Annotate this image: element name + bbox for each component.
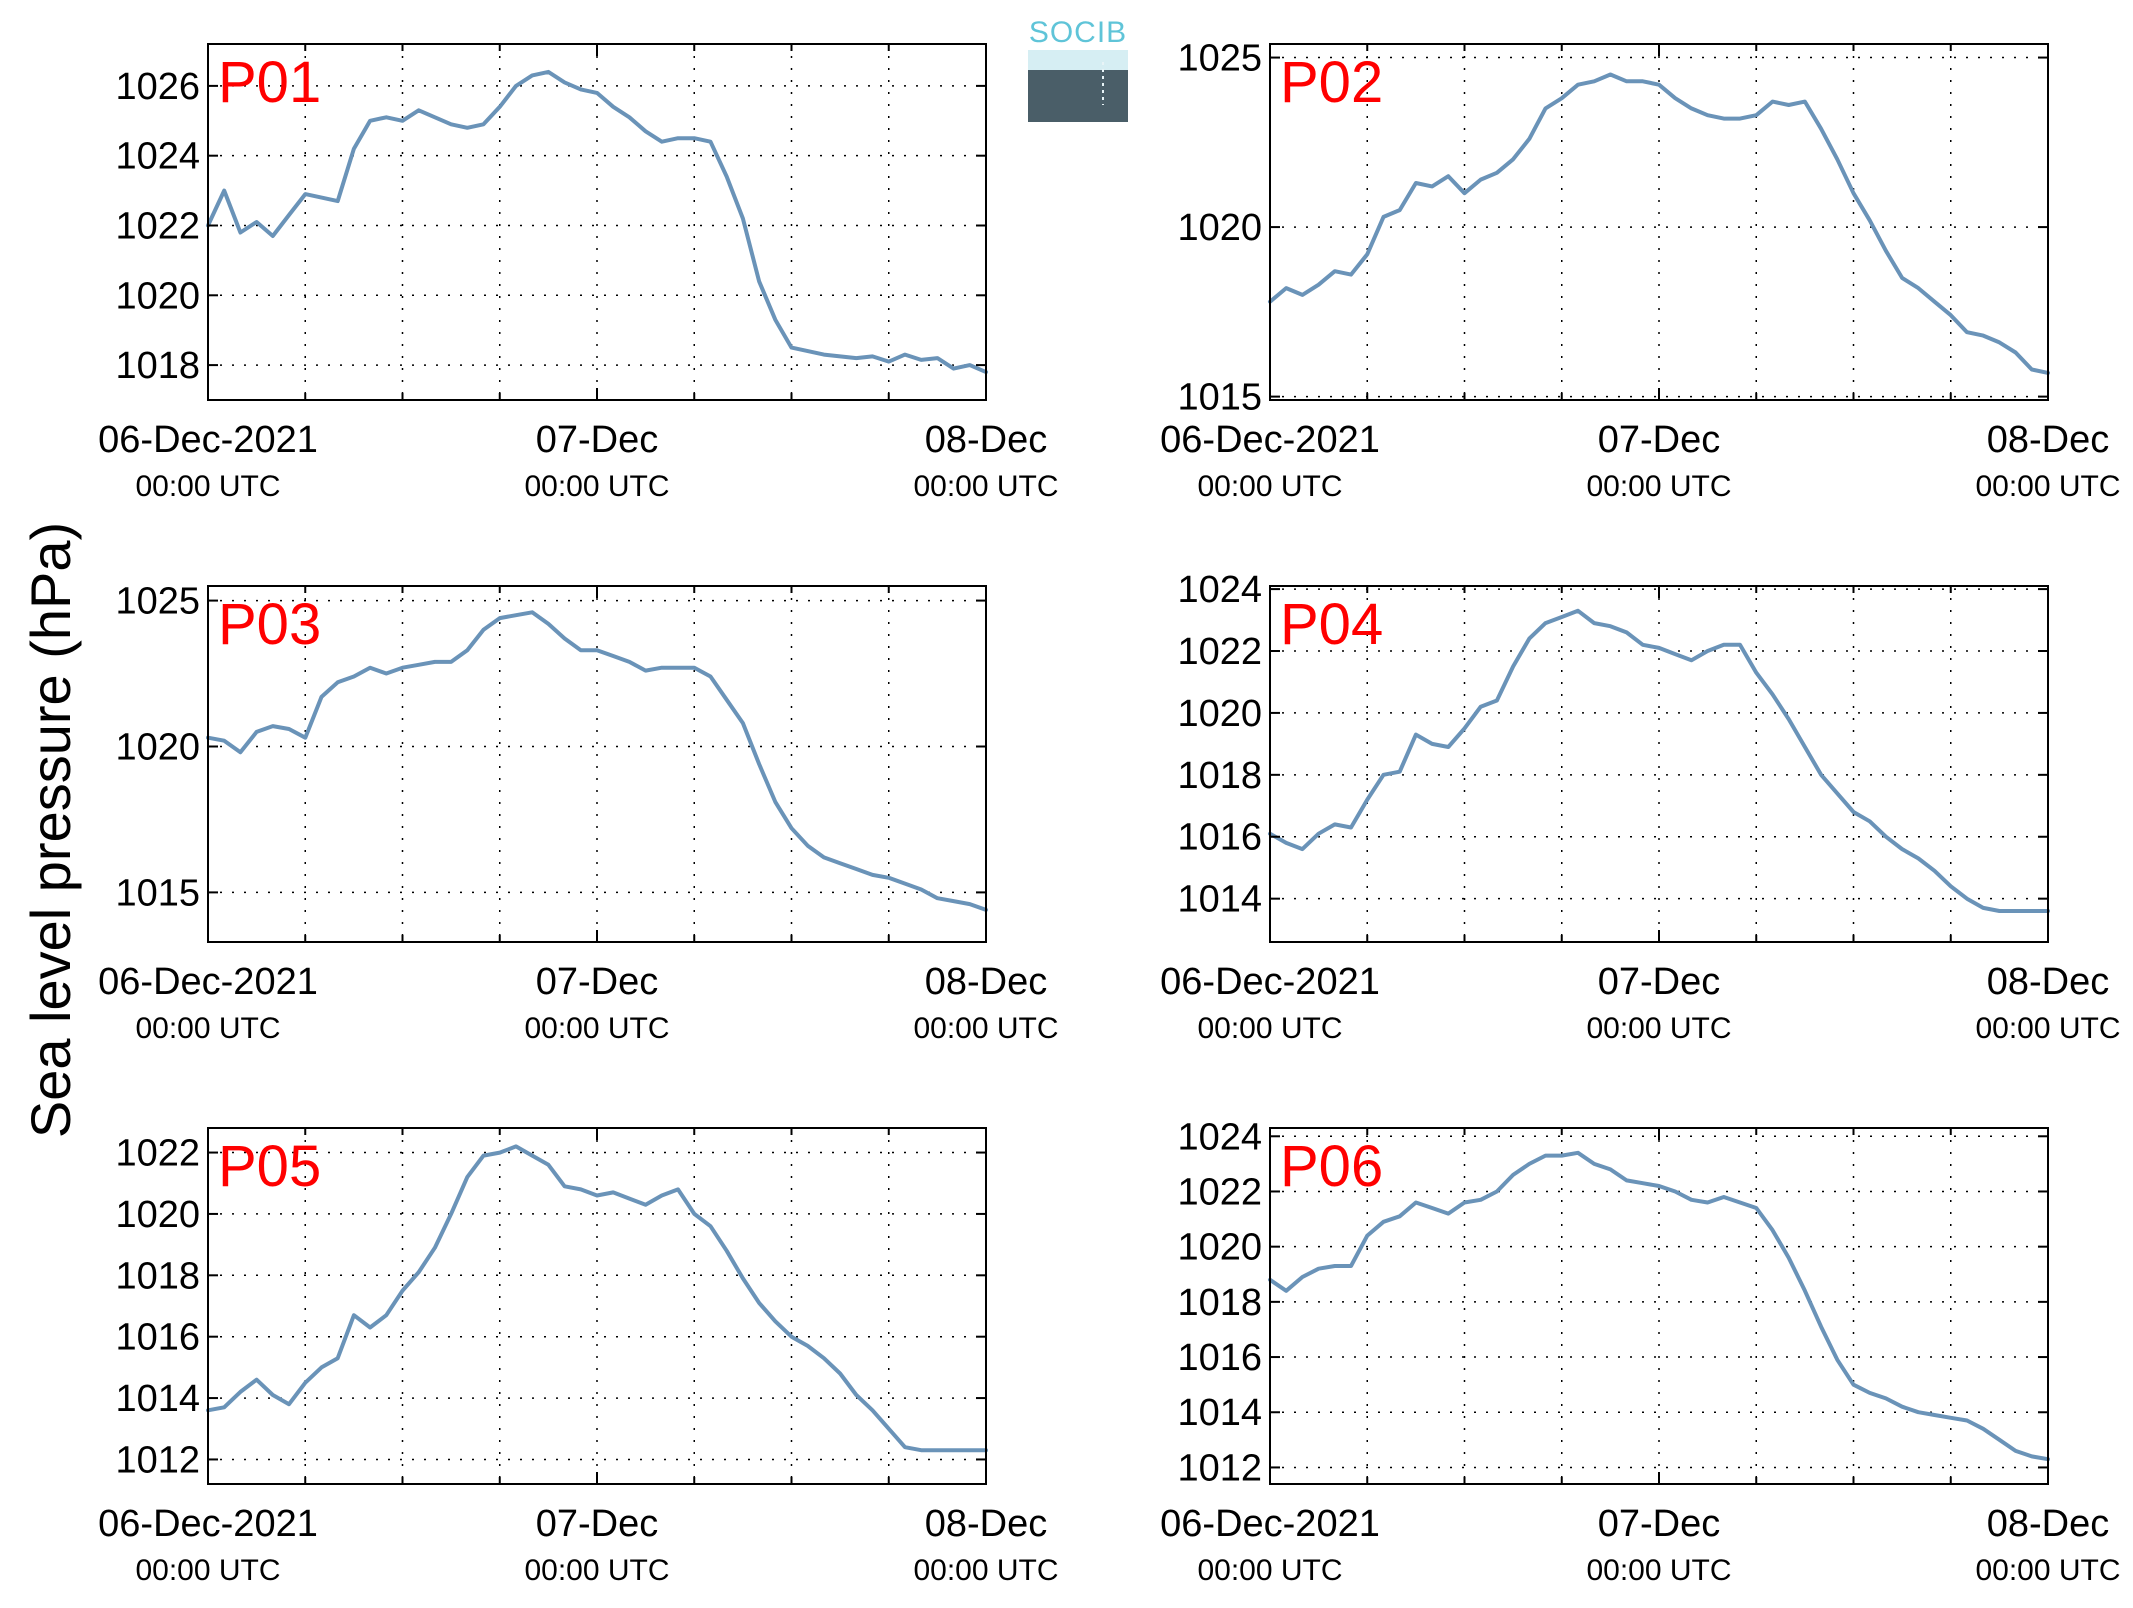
x-tick-label-time: 00:00 UTC	[135, 1012, 280, 1045]
y-tick-label: 1016	[1177, 817, 1262, 859]
x-tick-label-time: 00:00 UTC	[135, 1554, 280, 1587]
y-tick-label: 1020	[1177, 1227, 1262, 1269]
plot-frame	[1269, 1127, 2049, 1485]
socib-logo: SOCIB	[1028, 16, 1128, 122]
y-tick-label: 1024	[1177, 569, 1262, 611]
y-tick-label: 1026	[115, 66, 200, 108]
x-tick-label-date: 08-Dec	[925, 1503, 1048, 1545]
pressure-series-line	[206, 1144, 988, 1453]
y-tick-label: 1016	[1177, 1337, 1262, 1379]
y-tick-label: 1018	[115, 1255, 200, 1297]
x-tick-label-date: 06-Dec-2021	[98, 1503, 318, 1545]
y-tick-label: 1014	[115, 1378, 200, 1420]
x-tick-label-time: 00:00 UTC	[913, 1012, 1058, 1045]
x-tick-label-time: 00:00 UTC	[1586, 1012, 1731, 1045]
plot-frame	[1269, 585, 2049, 943]
panel-label: P03	[218, 592, 321, 657]
y-tick-label: 1018	[1177, 1282, 1262, 1324]
x-tick-label-date: 07-Dec	[536, 419, 659, 461]
x-tick-label-date: 08-Dec	[1987, 419, 2110, 461]
x-tick-label-time: 00:00 UTC	[1586, 470, 1731, 503]
x-tick-label-time: 00:00 UTC	[913, 470, 1058, 503]
y-tick-label: 1025	[1177, 38, 1262, 80]
pressure-series-line	[1268, 608, 2050, 913]
y-tick-label: 1020	[1177, 693, 1262, 735]
logo-text: SOCIB	[1029, 16, 1127, 49]
y-tick-label: 1020	[115, 726, 200, 768]
x-tick-label-time: 00:00 UTC	[524, 1554, 669, 1587]
x-tick-label-date: 06-Dec-2021	[1160, 1503, 1380, 1545]
y-tick-label: 1022	[1177, 1171, 1262, 1213]
x-tick-label-date: 08-Dec	[925, 419, 1048, 461]
panel-label: P05	[218, 1134, 321, 1199]
y-tick-label: 1015	[1177, 377, 1262, 419]
y-tick-label: 1022	[1177, 631, 1262, 673]
x-tick-label-date: 07-Dec	[536, 961, 659, 1003]
x-tick-label-date: 08-Dec	[1987, 1503, 2110, 1545]
panel-label: P06	[1280, 1134, 1383, 1199]
x-tick-label-time: 00:00 UTC	[1975, 470, 2120, 503]
x-tick-label-time: 00:00 UTC	[1197, 1554, 1342, 1587]
x-tick-label-time: 00:00 UTC	[1586, 1554, 1731, 1587]
x-tick-label-date: 06-Dec-2021	[98, 961, 318, 1003]
plot-frame	[207, 1127, 987, 1485]
x-tick-label-date: 07-Dec	[1598, 961, 1721, 1003]
x-tick-label-time: 00:00 UTC	[524, 1012, 669, 1045]
y-tick-label: 1015	[115, 872, 200, 914]
plot-frame	[207, 585, 987, 943]
plot-frame	[1269, 43, 2049, 401]
pressure-series-line	[206, 610, 988, 912]
x-tick-label-time: 00:00 UTC	[135, 470, 280, 503]
chart-panel-p05: 1012 1014 1016 1018 1020 1022 06-Dec-2021 00:00…	[98, 1127, 1059, 1587]
plot-frame	[207, 43, 987, 401]
x-tick-label-date: 08-Dec	[925, 961, 1048, 1003]
y-tick-label: 1022	[115, 1133, 200, 1175]
x-tick-label-time: 00:00 UTC	[1975, 1012, 2120, 1045]
pressure-series-line	[1268, 72, 2050, 375]
x-tick-label-date: 06-Dec-2021	[98, 419, 318, 461]
x-tick-label-date: 07-Dec	[1598, 419, 1721, 461]
x-tick-label-date: 06-Dec-2021	[1160, 961, 1380, 1003]
x-tick-label-time: 00:00 UTC	[1197, 470, 1342, 503]
x-tick-label-time: 00:00 UTC	[524, 470, 669, 503]
y-tick-label: 1018	[1177, 755, 1262, 797]
y-tick-label: 1020	[115, 1194, 200, 1236]
x-tick-label-time: 00:00 UTC	[1197, 1012, 1342, 1045]
x-tick-label-date: 07-Dec	[1598, 1503, 1721, 1545]
chart-panel-p02: 1015 1020 1025 06-Dec-2021 00:00 UTC 07-Dec 00…	[1160, 38, 2120, 503]
y-tick-label: 1012	[115, 1439, 200, 1481]
y-tick-label: 1014	[1177, 1392, 1262, 1434]
chart-panel-p03: 1015 1020 1025 06-Dec-2021 00:00 UTC 07-Dec 00…	[98, 581, 1058, 1045]
y-tick-label: 1014	[1177, 879, 1262, 921]
y-tick-label: 1020	[115, 275, 200, 317]
y-tick-label: 1012	[1177, 1447, 1262, 1489]
chart-panel-p06: 1012 1014 1016 1018 1020 1022 1024 06-Dec-2021 0…	[1160, 1116, 2120, 1587]
y-tick-label: 1022	[115, 205, 200, 247]
panel-label: P04	[1280, 592, 1383, 657]
y-axis-label: Sea level pressure (hPa)	[19, 522, 82, 1138]
y-tick-label: 1024	[115, 136, 200, 178]
y-tick-label: 1018	[115, 345, 200, 387]
x-tick-label-date: 06-Dec-2021	[1160, 419, 1380, 461]
chart-panel-p04: 1014 1016 1018 1020 1022 1024 06-Dec-2021 00:00…	[1160, 569, 2120, 1045]
pressure-series-line	[1268, 1150, 2050, 1462]
panel-label: P01	[218, 50, 321, 115]
x-tick-label-date: 08-Dec	[1987, 961, 2110, 1003]
y-tick-label: 1024	[1177, 1116, 1262, 1158]
pressure-series-line	[206, 69, 988, 375]
chart-panel-p01: 1018 1020 1022 1024 1026 06-Dec-2021 00:00 UTC…	[98, 43, 1059, 503]
y-tick-label: 1025	[115, 581, 200, 623]
x-tick-label-time: 00:00 UTC	[1975, 1554, 2120, 1587]
x-tick-label-time: 00:00 UTC	[913, 1554, 1058, 1587]
panels: 1018 1020 1022 1024 1026 06-Dec-2021 00:00 UTC…	[98, 38, 2120, 1587]
x-tick-label-date: 07-Dec	[536, 1503, 659, 1545]
y-tick-label: 1016	[115, 1317, 200, 1359]
logo-band	[1028, 50, 1128, 70]
y-tick-label: 1020	[1177, 207, 1262, 249]
panel-label: P02	[1280, 50, 1383, 115]
